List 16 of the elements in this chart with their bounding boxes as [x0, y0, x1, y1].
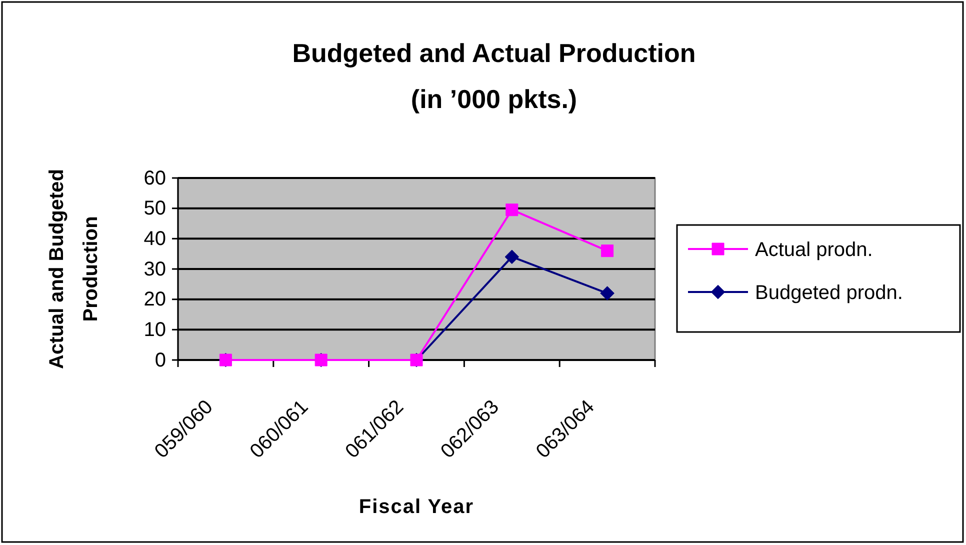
y-tick-label: 30 — [144, 258, 166, 280]
y-tick-label: 0 — [154, 349, 166, 372]
y-tick-label: 40 — [144, 228, 166, 250]
point — [601, 244, 614, 258]
point — [600, 286, 614, 300]
y-tick-label: 60 — [144, 167, 166, 190]
point — [504, 250, 520, 264]
y-tick-label: 50 — [144, 198, 166, 220]
y-tick-label: 20 — [144, 288, 166, 311]
legend-label: Actual prodn. — [755, 239, 873, 261]
point — [506, 204, 518, 216]
y-tick-label: 10 — [144, 319, 166, 342]
chart-title: Budgeted and Actual Production (in ’000 pkts.) — [292, 38, 696, 114]
legend-label: Budgeted prodn. — [755, 282, 903, 304]
x-axis-title: Fiscal Year — [358, 496, 474, 518]
y-axis-title: Actual and Budgeted Production — [46, 168, 102, 370]
